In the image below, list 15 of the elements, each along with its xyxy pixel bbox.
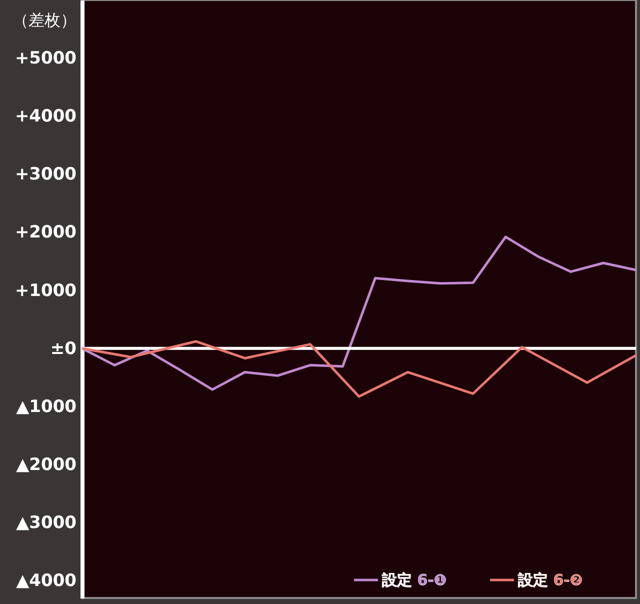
y-tick-label: +1000 <box>14 280 77 301</box>
y-tick-label: ▲2000 <box>16 454 77 475</box>
y-tick-label: +3000 <box>14 164 77 185</box>
y-tick-label: ▲4000 <box>16 571 77 592</box>
y-tick-label: ▲3000 <box>16 513 77 534</box>
y-tick-label: +4000 <box>14 106 77 127</box>
line-series <box>80 236 638 391</box>
y-tick-label: ±0 <box>50 338 77 359</box>
y-tick-label: +5000 <box>14 48 77 69</box>
legend-label: 設定 6-❷ <box>517 571 583 589</box>
legend-label: 設定 6-❶ <box>381 571 447 589</box>
y-tick-label: ▲1000 <box>16 396 77 417</box>
line-series <box>80 340 638 398</box>
y-tick-label: +2000 <box>14 222 77 243</box>
y-axis-title: （差枚） <box>12 10 76 30</box>
